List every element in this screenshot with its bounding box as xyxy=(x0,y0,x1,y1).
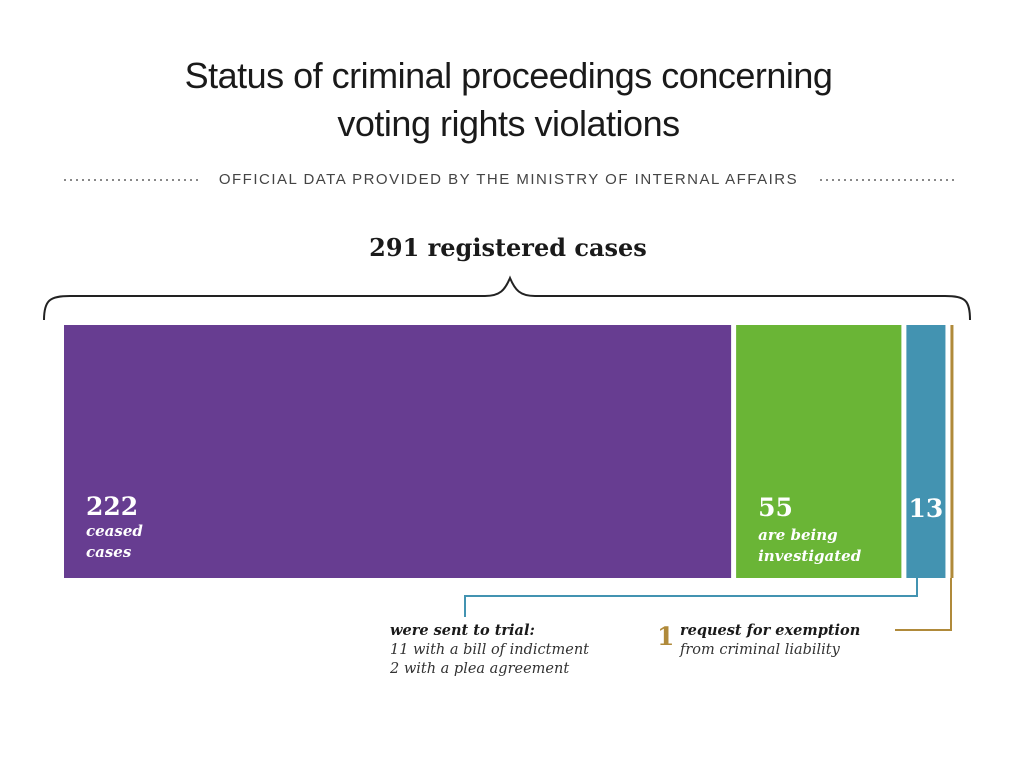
segment-label: cases xyxy=(86,543,132,561)
segment-label: are being xyxy=(758,526,838,544)
segment-label: investigated xyxy=(758,547,862,565)
callout-line: from criminal liability xyxy=(679,642,841,658)
title-box: Status of criminal proceedings concernin… xyxy=(0,52,1017,148)
value-label: 1 xyxy=(657,622,674,651)
bar-segment xyxy=(736,325,902,578)
value-label: 222 xyxy=(86,492,138,521)
total-annotation: 291 registered cases xyxy=(369,233,647,262)
callout-line: 11 with a bill of indictment xyxy=(390,642,589,658)
callout-line: 2 with a plea agreement xyxy=(389,661,569,677)
bar-segment xyxy=(64,325,732,578)
callout-heading: were sent to trial: xyxy=(390,622,535,639)
bar-segment xyxy=(906,325,946,578)
callout-heading: request for exemption xyxy=(680,622,860,639)
value-label: 55 xyxy=(758,493,793,522)
chart-subtitle: OFFICIAL DATA PROVIDED BY THE MINISTRY O… xyxy=(218,171,799,188)
segment-label: ceased xyxy=(86,522,143,540)
brace xyxy=(43,275,971,321)
bar-segment xyxy=(950,325,954,578)
connector xyxy=(464,578,918,617)
chart-title: Status of criminal proceedings concernin… xyxy=(184,55,833,144)
connector xyxy=(895,578,952,631)
value-label: 13 xyxy=(909,494,944,523)
